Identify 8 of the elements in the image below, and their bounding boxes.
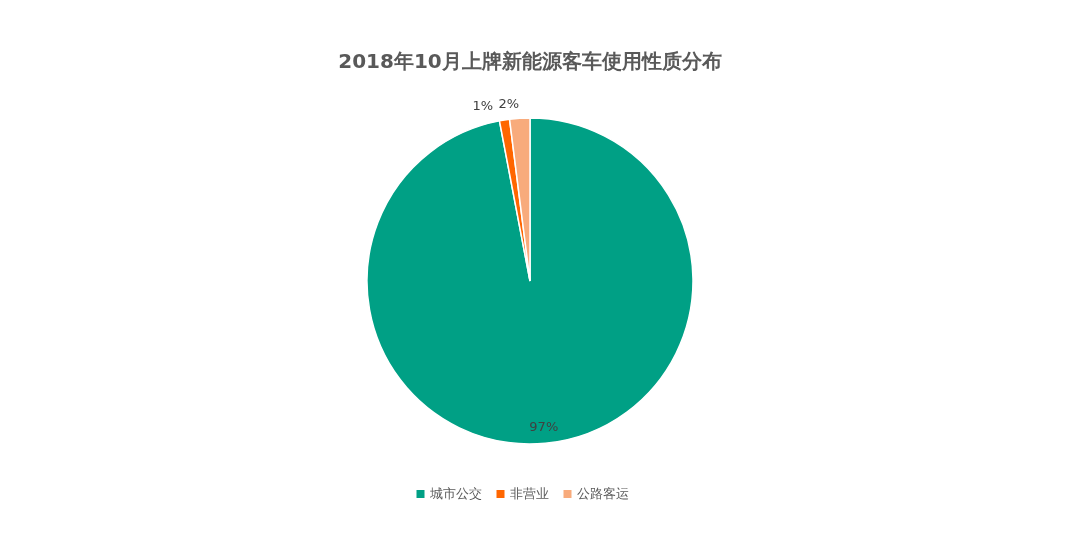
pie-slice — [366, 117, 694, 445]
legend-label: 公路客运 — [576, 485, 629, 501]
legend-label: 城市公交 — [428, 485, 482, 501]
data-label: 97% — [529, 418, 559, 434]
data-label: 2% — [498, 96, 520, 112]
legend-label: 非营业 — [509, 485, 549, 501]
chart-title: 2018年10月上牌新能源客车使用性质分布 — [338, 49, 722, 73]
data-label: 1% — [472, 98, 494, 114]
